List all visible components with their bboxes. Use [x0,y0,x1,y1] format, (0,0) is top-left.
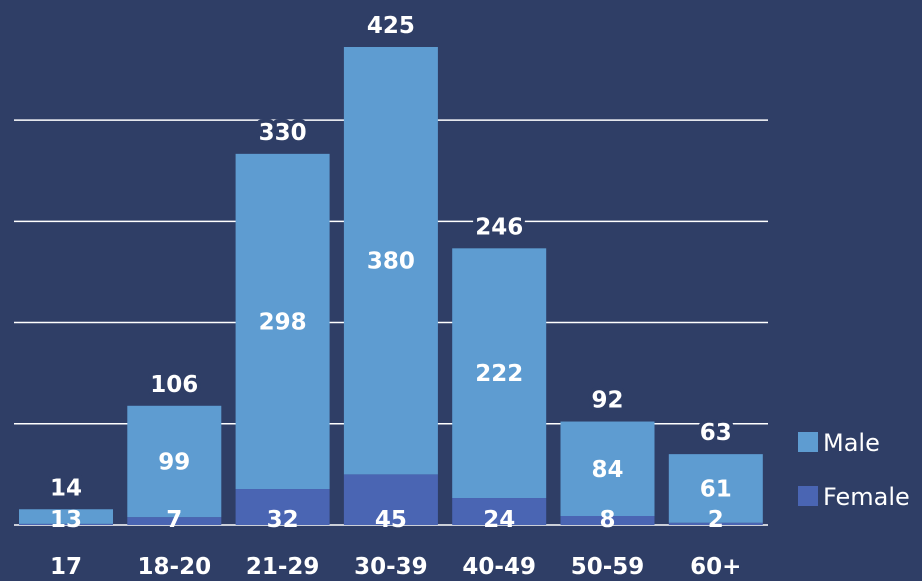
x-tick-label: 17 [50,554,82,580]
total-label: 425 [367,13,415,39]
bar-female [343,474,438,525]
x-tick-label: 21-29 [246,554,320,580]
male-value-label: 298 [259,309,307,335]
legend-label: Female [823,483,910,511]
x-tick-label: 30-39 [354,554,428,580]
x-tick-label: 18-20 [138,554,212,580]
bar-male [343,47,438,475]
x-tick-label: 60+ [690,554,741,580]
bar-male [560,421,655,517]
female-value-label: 2 [708,507,724,533]
bar-female [560,516,655,525]
total-label: 63 [700,420,732,446]
bar-male [452,248,547,499]
legend-swatch [798,486,818,506]
bar-male [668,454,763,523]
bar-female [668,522,763,525]
male-value-label: 380 [367,249,415,275]
total-label: 92 [591,388,623,414]
x-tick-label: 40-49 [462,554,536,580]
female-value-label: 45 [375,507,407,533]
legend-label: Male [823,429,880,457]
female-value-label: 8 [599,507,615,533]
bar-female [235,489,330,525]
female-value-label: 24 [483,507,515,533]
legend-swatch [798,432,818,452]
x-axis-ticks: 17 18-20 21-29 30-39 40-49 50-59 60+ [50,554,741,580]
data-labels: 14 13 106 99 7 330 298 32 425 380 45 246 222 24 92 84 8 6… [46,9,736,533]
bar-female [19,523,113,525]
bar-male [19,509,113,524]
female-value-label: 13 [50,507,82,533]
male-value-label: 61 [700,476,732,502]
bar-male [235,153,330,490]
male-value-label: 84 [591,457,623,483]
x-tick-label: 50-59 [571,554,645,580]
total-label: 106 [150,372,198,398]
bars [19,47,763,525]
bar-male [127,405,222,518]
female-value-label: 32 [267,507,299,533]
bar-female [127,517,222,525]
female-value-label: 7 [166,507,182,533]
total-label: 14 [50,475,82,501]
total-label: 246 [475,214,523,240]
male-value-label: 222 [475,361,523,387]
total-label: 330 [259,120,307,146]
bar-female [452,498,547,525]
legend: Male Female [798,429,910,511]
male-value-label: 99 [158,449,190,475]
